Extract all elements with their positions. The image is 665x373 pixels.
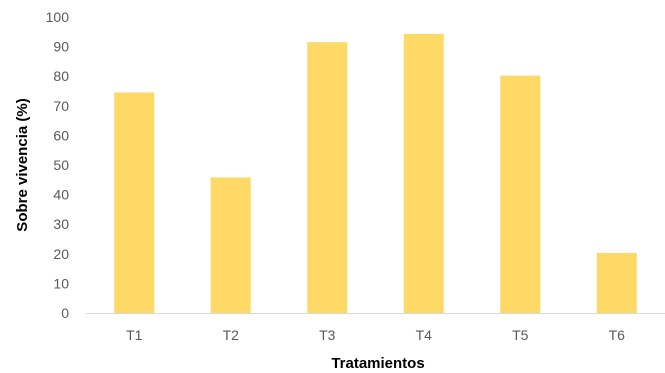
bar-t3 <box>307 42 348 313</box>
bar-t1 <box>114 92 155 313</box>
x-axis-title: Tratamientos <box>331 355 424 372</box>
x-tick-label: T3 <box>319 327 336 343</box>
x-axis-ticks: T1 T2 T3 T4 T5 T6 <box>126 327 625 343</box>
y-tick-label: 80 <box>53 68 69 84</box>
y-tick-label: 10 <box>53 275 69 291</box>
bar-t6 <box>596 252 637 313</box>
x-tick-label: T1 <box>126 327 143 343</box>
y-tick-label: 40 <box>53 187 69 203</box>
y-tick-label: 60 <box>53 127 69 143</box>
y-tick-label: 20 <box>53 246 69 262</box>
bar-t4 <box>403 33 444 313</box>
x-tick-label: T5 <box>512 327 529 343</box>
x-tick-label: T6 <box>609 327 626 343</box>
bar-t2 <box>210 177 251 313</box>
y-axis-ticks: 0 10 20 30 40 50 60 70 80 90 100 <box>46 9 70 321</box>
y-tick-label: 90 <box>53 39 69 55</box>
y-tick-label: 70 <box>53 98 69 114</box>
y-axis-title: Sobre vivencia (%) <box>14 98 31 231</box>
y-tick-label: 50 <box>53 157 69 173</box>
y-tick-label: 0 <box>61 305 69 321</box>
y-tick-label: 30 <box>53 216 69 232</box>
x-tick-label: T2 <box>223 327 240 343</box>
bar-t5 <box>500 75 541 313</box>
x-tick-label: T4 <box>416 327 433 343</box>
y-tick-label: 100 <box>46 9 70 25</box>
bars-group <box>114 33 637 313</box>
